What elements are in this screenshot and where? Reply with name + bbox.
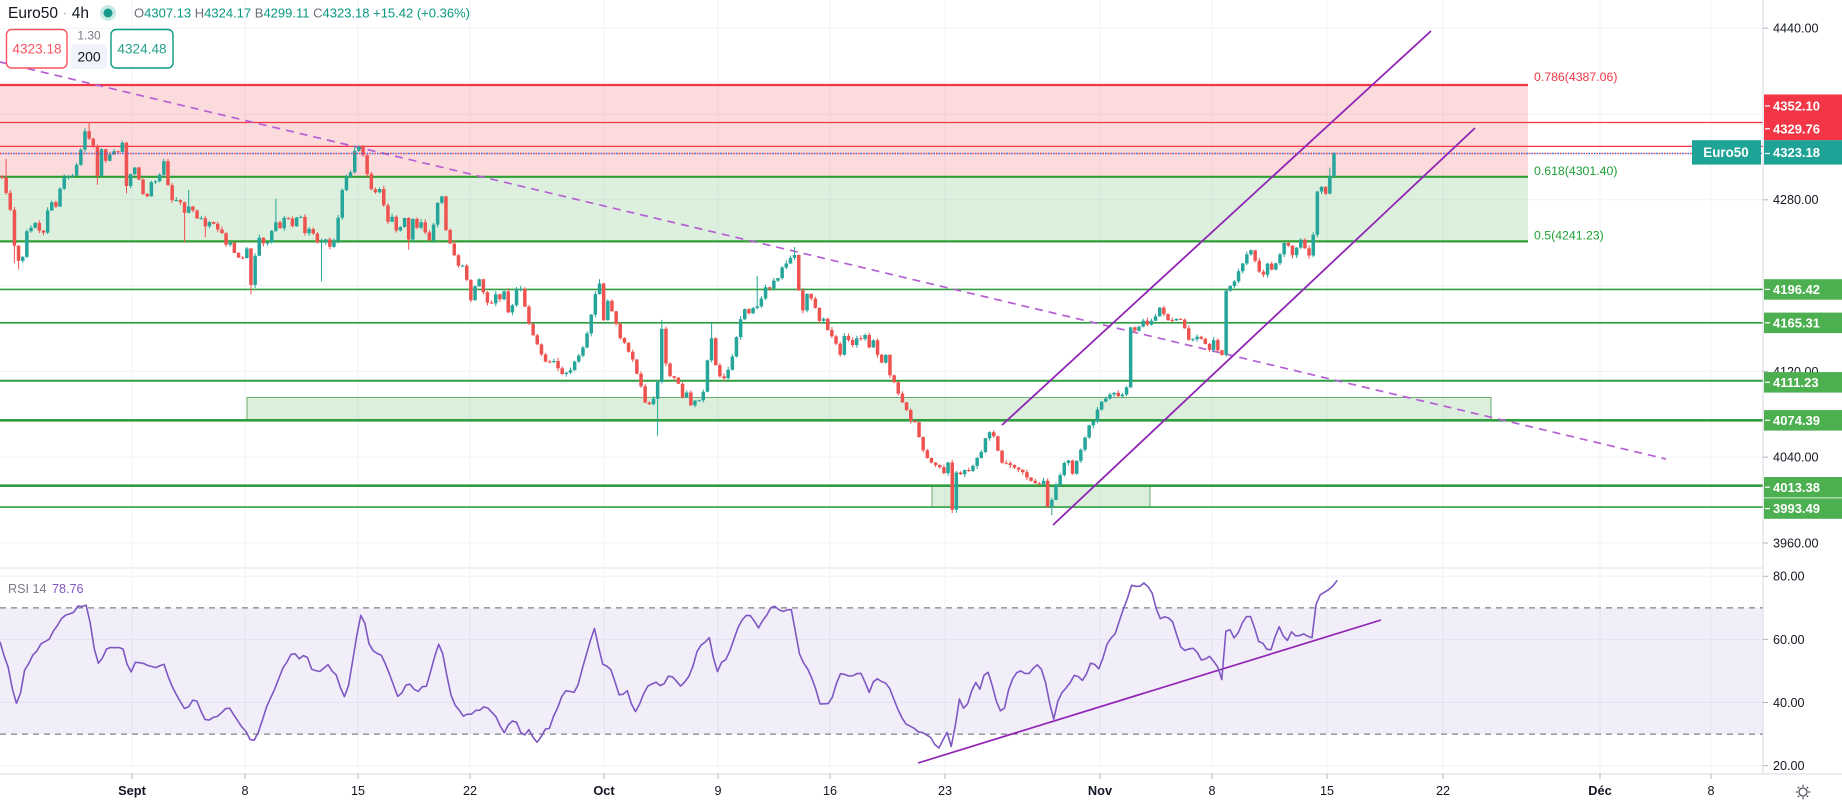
svg-text:4324.48: 4324.48 <box>117 42 166 57</box>
svg-text:Euro50: Euro50 <box>1703 145 1748 160</box>
svg-text:22: 22 <box>1436 784 1450 798</box>
svg-text:Sept: Sept <box>118 783 146 798</box>
svg-text:4352.10: 4352.10 <box>1773 99 1820 114</box>
svg-text:4013.38: 4013.38 <box>1773 480 1820 495</box>
svg-text:Oct: Oct <box>593 783 615 798</box>
svg-text:9: 9 <box>714 784 721 798</box>
svg-text:8: 8 <box>1707 784 1714 798</box>
svg-text:40.00: 40.00 <box>1773 696 1805 710</box>
svg-text:4040.00: 4040.00 <box>1773 451 1819 465</box>
svg-text:Euro50 · 4h: Euro50 · 4h <box>8 5 89 22</box>
svg-text:80.00: 80.00 <box>1773 570 1805 584</box>
svg-text:15: 15 <box>351 784 365 798</box>
svg-text:8: 8 <box>1208 784 1215 798</box>
svg-text:Nov: Nov <box>1088 783 1113 798</box>
svg-text:3993.49: 3993.49 <box>1773 501 1820 516</box>
svg-text:0.5(4241.23): 0.5(4241.23) <box>1534 228 1604 242</box>
svg-text:1.30: 1.30 <box>77 29 101 43</box>
svg-text:4111.23: 4111.23 <box>1773 375 1819 390</box>
svg-text:20.00: 20.00 <box>1773 759 1805 773</box>
svg-text:4329.76: 4329.76 <box>1773 121 1820 136</box>
svg-text:4323.18: 4323.18 <box>12 42 61 57</box>
svg-text:22: 22 <box>463 784 477 798</box>
svg-text:4074.39: 4074.39 <box>1773 413 1820 428</box>
svg-text:23: 23 <box>938 784 952 798</box>
svg-text:4196.42: 4196.42 <box>1773 282 1820 297</box>
svg-text:Déc: Déc <box>1588 783 1611 798</box>
svg-text:4440.00: 4440.00 <box>1773 22 1819 36</box>
svg-text:16: 16 <box>823 784 837 798</box>
svg-text:RSI 14: RSI 14 <box>8 582 47 596</box>
svg-text:3960.00: 3960.00 <box>1773 536 1819 550</box>
svg-text:0.618(4301.40): 0.618(4301.40) <box>1534 164 1617 178</box>
svg-text:4280.00: 4280.00 <box>1773 193 1819 207</box>
svg-text:200: 200 <box>77 49 101 65</box>
svg-text:0.786(4387.06): 0.786(4387.06) <box>1534 70 1617 84</box>
svg-text:4165.31: 4165.31 <box>1773 315 1820 330</box>
svg-text:O4307.13 H4324.17 B4299.11 C43: O4307.13 H4324.17 B4299.11 C4323.18 +15.… <box>134 6 470 21</box>
svg-text:78.76: 78.76 <box>52 582 84 596</box>
svg-text:60.00: 60.00 <box>1773 633 1805 647</box>
svg-text:4323.18: 4323.18 <box>1773 145 1820 160</box>
svg-text:8: 8 <box>241 784 248 798</box>
svg-text:15: 15 <box>1320 784 1334 798</box>
